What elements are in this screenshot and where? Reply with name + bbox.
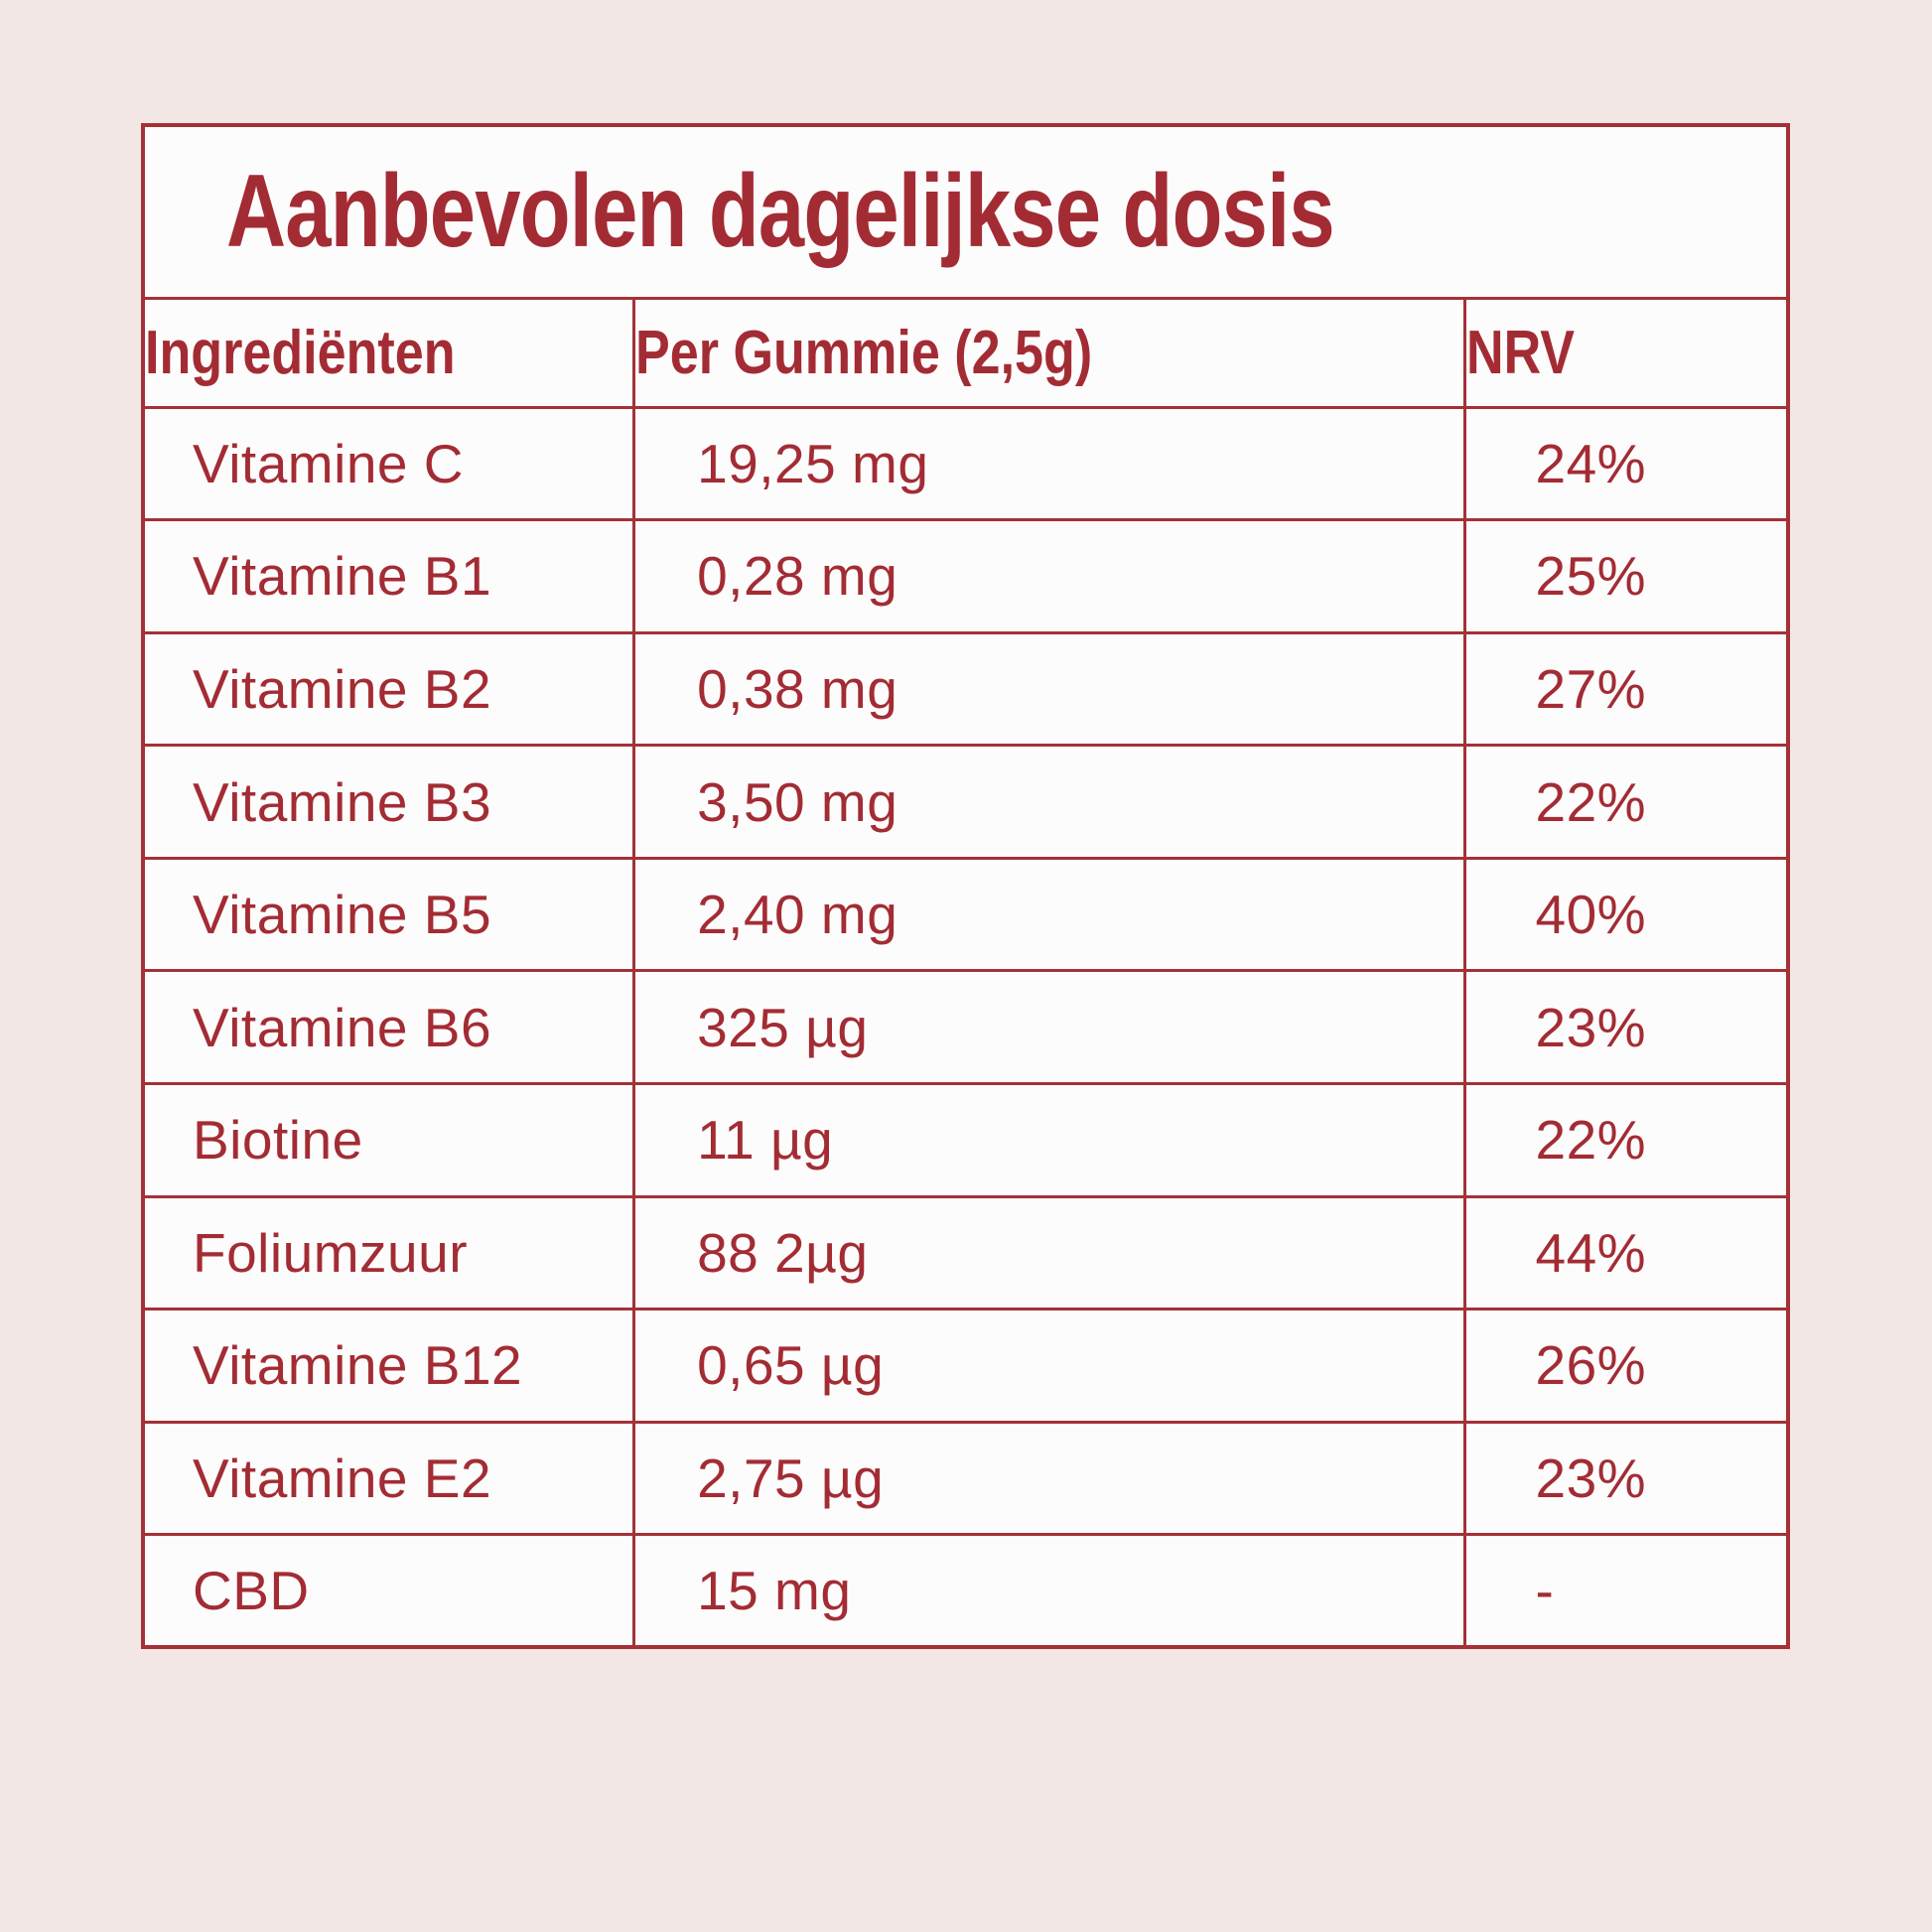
page-title: Aanbevolen dagelijkse dosis: [226, 154, 1335, 269]
table-row: Biotine 11 µg 22%: [145, 1081, 1786, 1198]
table-wrap: Ingrediënten Per Gummie (2,5g) NRV Vitam…: [145, 300, 1786, 1645]
column-header-ingredient: Ingrediënten: [145, 300, 636, 409]
nrv-cell: 44%: [1462, 1194, 1786, 1311]
table-row: Vitamine B12 0,65 µg 26%: [145, 1308, 1786, 1424]
ingredient-cell: Vitamine B3: [145, 744, 636, 860]
ingredient-cell: CBD: [145, 1533, 636, 1645]
ingredient-cell: Vitamine B6: [145, 969, 636, 1085]
nrv-cell: 26%: [1462, 1308, 1786, 1424]
nrv-cell: 27%: [1462, 630, 1786, 748]
nrv-cell: 23%: [1462, 969, 1786, 1085]
dosage-table-card: Aanbevolen dagelijkse dosis Ingrediënten…: [141, 123, 1790, 1649]
table-row: Vitamine E2 2,75 µg 23%: [145, 1420, 1786, 1537]
table-row: Vitamine B5 2,40 mg 40%: [145, 856, 1786, 973]
nrv-cell: 24%: [1462, 405, 1786, 522]
amount-cell: 2,75 µg: [632, 1420, 1466, 1537]
table-row: CBD 15 mg -: [145, 1533, 1786, 1645]
table-row: Vitamine B2 0,38 mg 27%: [145, 630, 1786, 748]
amount-cell: 19,25 mg: [632, 405, 1466, 522]
nrv-cell: 22%: [1462, 744, 1786, 860]
amount-cell: 0,38 mg: [632, 630, 1466, 748]
nrv-cell: 23%: [1462, 1420, 1786, 1537]
table-header-row: Ingrediënten Per Gummie (2,5g) NRV: [145, 300, 1786, 409]
amount-cell: 0,28 mg: [632, 518, 1466, 634]
column-header-nrv: NRV: [1462, 300, 1786, 409]
title-row: Aanbevolen dagelijkse dosis: [145, 127, 1786, 300]
amount-cell: 325 µg: [632, 969, 1466, 1085]
table-row: Foliumzuur 88 2µg 44%: [145, 1194, 1786, 1311]
nrv-cell: 22%: [1462, 1081, 1786, 1198]
ingredient-cell: Vitamine B12: [145, 1308, 636, 1424]
ingredient-cell: Vitamine B1: [145, 518, 636, 634]
nrv-cell: -: [1462, 1533, 1786, 1645]
ingredient-cell: Vitamine B5: [145, 856, 636, 973]
table-row: Vitamine B6 325 µg 23%: [145, 969, 1786, 1085]
ingredient-cell: Vitamine C: [145, 405, 636, 522]
amount-cell: 0,65 µg: [632, 1308, 1466, 1424]
table-row: Vitamine B1 0,28 mg 25%: [145, 518, 1786, 634]
amount-cell: 15 mg: [632, 1533, 1466, 1645]
amount-cell: 11 µg: [632, 1081, 1466, 1198]
column-header-amount: Per Gummie (2,5g): [632, 300, 1466, 409]
ingredient-cell: Vitamine E2: [145, 1420, 636, 1537]
amount-cell: 2,40 mg: [632, 856, 1466, 973]
ingredient-cell: Vitamine B2: [145, 630, 636, 748]
amount-cell: 3,50 mg: [632, 744, 1466, 860]
nrv-cell: 40%: [1462, 856, 1786, 973]
table-row: Vitamine B3 3,50 mg 22%: [145, 744, 1786, 860]
nutrition-table: Ingrediënten Per Gummie (2,5g) NRV Vitam…: [145, 300, 1786, 1645]
ingredient-cell: Foliumzuur: [145, 1194, 636, 1311]
table-row: Vitamine C 19,25 mg 24%: [145, 405, 1786, 522]
ingredient-cell: Biotine: [145, 1081, 636, 1198]
table-body: Vitamine C 19,25 mg 24% Vitamine B1 0,28…: [145, 405, 1786, 1645]
amount-cell: 88 2µg: [632, 1194, 1466, 1311]
nrv-cell: 25%: [1462, 518, 1786, 634]
